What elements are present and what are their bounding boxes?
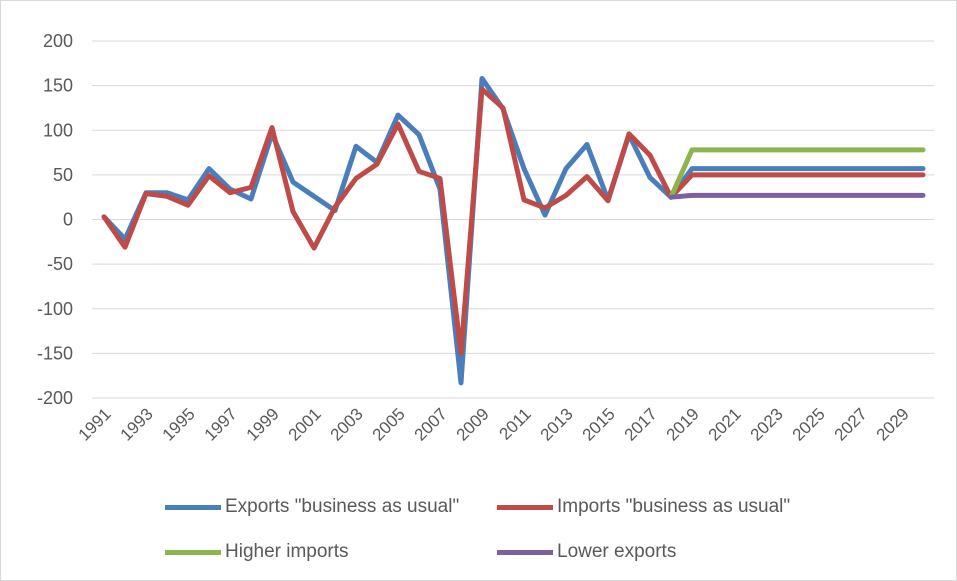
y-tick-label: 50 (53, 165, 73, 185)
x-tick-label: 2021 (705, 404, 745, 444)
x-tick-label: 2015 (579, 404, 619, 444)
x-tick-label: 2019 (663, 404, 703, 444)
x-tick-label: 2013 (537, 404, 577, 444)
x-tick-label: 2027 (831, 404, 871, 444)
x-tick-label: 2001 (285, 404, 325, 444)
y-tick-label: 0 (63, 210, 73, 230)
x-tick-label: 2011 (496, 404, 535, 443)
x-tick-label: 1995 (159, 404, 199, 444)
legend-item-exports-bau: Exports "business as usual" (165, 496, 459, 518)
series-line-0 (101, 75, 926, 386)
x-tick-label: 1997 (201, 404, 241, 444)
x-tick-label: 2005 (369, 404, 409, 444)
legend-label-exports-bau: Exports "business as usual" (225, 496, 460, 517)
x-tick-label: 2023 (747, 404, 787, 444)
gridlines (92, 40, 934, 399)
x-tick-label: 2007 (411, 404, 451, 444)
series-lines (101, 75, 926, 386)
x-tick-label: 2017 (621, 404, 661, 444)
legend-label-lower-exports: Lower exports (557, 541, 677, 562)
series-line-2 (668, 147, 926, 200)
x-tick-label: 2029 (873, 404, 913, 444)
legend-item-imports-bau: Imports "business as usual" (497, 496, 790, 518)
y-tick-label: -150 (37, 343, 73, 363)
legend-swatch-lower-exports (497, 549, 553, 555)
x-tick-label: 1999 (243, 404, 283, 444)
y-tick-label: -50 (47, 254, 73, 274)
legend-swatch-imports-bau (497, 504, 553, 510)
y-axis-tick-labels: 200 150 100 50 0 -50 -100 -150 -200 (37, 31, 73, 408)
x-tick-label: 2025 (789, 404, 829, 444)
x-axis-tick-labels: 1991 1993 1995 1997 1999 2001 2003 2005 2007 2009… (75, 404, 913, 444)
x-tick-label: 1993 (117, 404, 157, 444)
legend-swatch-exports-bau (165, 504, 221, 510)
legend-swatch-higher-imports (165, 549, 221, 555)
series-line-1 (101, 86, 926, 356)
y-tick-label: 200 (43, 31, 73, 51)
plot-area: 200 150 100 50 0 -50 -100 -150 -200 1991 1993 1995… (37, 31, 934, 445)
y-tick-label: -200 (37, 388, 73, 408)
x-tick-label: 2003 (327, 404, 367, 444)
legend-item-lower-exports: Lower exports (497, 541, 676, 563)
legend-label-imports-bau: Imports "business as usual" (557, 496, 791, 517)
y-tick-label: 150 (43, 76, 73, 96)
x-tick-label: 2009 (453, 404, 493, 444)
y-tick-label: 100 (43, 120, 73, 140)
legend-item-higher-imports: Higher imports (165, 541, 349, 563)
y-tick-label: -100 (37, 299, 73, 319)
legend-label-higher-imports: Higher imports (225, 541, 349, 562)
x-tick-label: 1991 (75, 404, 115, 444)
series-line-3 (668, 192, 926, 200)
